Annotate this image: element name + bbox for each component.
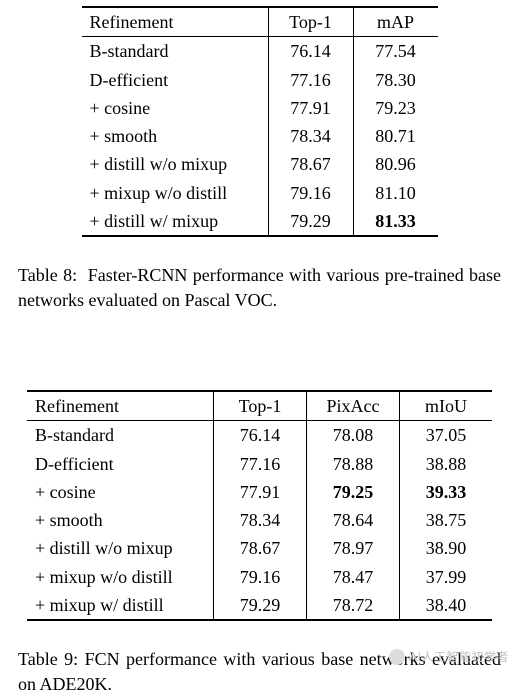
table-row: + distill w/o mixup 78.67 78.97 38.90 <box>27 534 492 562</box>
t9-cell-pixacc: 78.47 <box>307 563 400 591</box>
t9-header-pixacc: PixAcc <box>307 391 400 421</box>
t9-cell-label: D-efficient <box>27 450 214 478</box>
t8-cell-map: 81.10 <box>353 179 438 207</box>
t8-cell-label: + cosine <box>82 94 269 122</box>
t8-cell-map: 80.96 <box>353 150 438 178</box>
t8-cell-label: + distill w/ mixup <box>82 207 269 236</box>
table-row: + mixup w/o distill 79.16 78.47 37.99 <box>27 563 492 591</box>
t8-cell-label: + distill w/o mixup <box>82 150 269 178</box>
t8-cell-label: + smooth <box>82 122 269 150</box>
t8-header-map: mAP <box>353 7 438 37</box>
t9-cell-pixacc: 78.72 <box>307 591 400 620</box>
t9-cell-miou: 37.99 <box>400 563 493 591</box>
table-row: + mixup w/ distill 79.29 78.72 38.40 <box>27 591 492 620</box>
table-row: B-standard 76.14 77.54 <box>82 37 438 66</box>
t9-cell-top1: 78.67 <box>214 534 307 562</box>
t8-cell-label: + mixup w/o distill <box>82 179 269 207</box>
t9-cell-label: B-standard <box>27 421 214 450</box>
t9-cell-top1: 76.14 <box>214 421 307 450</box>
table-row: + smooth 78.34 80.71 <box>82 122 438 150</box>
t9-header-miou: mIoU <box>400 391 493 421</box>
watermark-text: AI人工智能初学者 <box>409 648 509 665</box>
t8-cell-map: 77.54 <box>353 37 438 66</box>
t9-cell-top1: 79.29 <box>214 591 307 620</box>
t8-cell-top1: 78.34 <box>268 122 353 150</box>
t9-cell-top1: 79.16 <box>214 563 307 591</box>
t8-cell-top1: 77.91 <box>268 94 353 122</box>
table-row: D-efficient 77.16 78.88 38.88 <box>27 450 492 478</box>
t9-cell-miou: 38.88 <box>400 450 493 478</box>
t9-cell-pixacc: 79.25 <box>307 478 400 506</box>
table-row: B-standard 76.14 78.08 37.05 <box>27 421 492 450</box>
t9-cell-pixacc: 78.64 <box>307 506 400 534</box>
t8-cell-label: B-standard <box>82 37 269 66</box>
table-row: D-efficient 77.16 78.30 <box>82 66 438 94</box>
t9-cell-miou: 38.75 <box>400 506 493 534</box>
t9-cell-pixacc: 78.97 <box>307 534 400 562</box>
caption-number: Table 8: <box>18 265 77 285</box>
table-8: Refinement Top-1 mAP B-standard 76.14 77… <box>82 6 438 237</box>
t9-cell-top1: 77.91 <box>214 478 307 506</box>
table-row: + cosine 77.91 79.25 39.33 <box>27 478 492 506</box>
t9-cell-miou: 39.33 <box>400 478 493 506</box>
t8-cell-top1: 79.29 <box>268 207 353 236</box>
t8-cell-map: 81.33 <box>353 207 438 236</box>
t9-header-refinement: Refinement <box>27 391 214 421</box>
caption-number: Table 9: <box>18 649 78 669</box>
watermark: AI人工智能初学者 <box>389 648 509 665</box>
table-row: + distill w/ mixup 79.29 81.33 <box>82 207 438 236</box>
t9-cell-pixacc: 78.88 <box>307 450 400 478</box>
t9-cell-miou: 38.40 <box>400 591 493 620</box>
t8-header-top1: Top-1 <box>268 7 353 37</box>
t9-cell-top1: 78.34 <box>214 506 307 534</box>
t9-cell-miou: 38.90 <box>400 534 493 562</box>
t9-cell-top1: 77.16 <box>214 450 307 478</box>
t9-cell-miou: 37.05 <box>400 421 493 450</box>
t8-cell-label: D-efficient <box>82 66 269 94</box>
table-row: + distill w/o mixup 78.67 80.96 <box>82 150 438 178</box>
t8-cell-map: 79.23 <box>353 94 438 122</box>
t9-cell-label: + mixup w/o distill <box>27 563 214 591</box>
table-9: Refinement Top-1 PixAcc mIoU B-standard … <box>27 390 492 621</box>
t9-cell-pixacc: 78.08 <box>307 421 400 450</box>
t8-cell-top1: 76.14 <box>268 37 353 66</box>
table-row: + mixup w/o distill 79.16 81.10 <box>82 179 438 207</box>
t8-cell-map: 80.71 <box>353 122 438 150</box>
t9-cell-label: + distill w/o mixup <box>27 534 214 562</box>
table-row: + cosine 77.91 79.23 <box>82 94 438 122</box>
t9-cell-label: + mixup w/ distill <box>27 591 214 620</box>
caption-text: Faster-RCNN performance with various pre… <box>18 265 501 309</box>
t8-cell-map: 78.30 <box>353 66 438 94</box>
t8-header-refinement: Refinement <box>82 7 269 37</box>
t8-cell-top1: 78.67 <box>268 150 353 178</box>
t9-header-top1: Top-1 <box>214 391 307 421</box>
watermark-logo-icon <box>389 649 405 665</box>
t9-cell-label: + smooth <box>27 506 214 534</box>
t8-cell-top1: 77.16 <box>268 66 353 94</box>
t9-cell-label: + cosine <box>27 478 214 506</box>
t8-cell-top1: 79.16 <box>268 179 353 207</box>
table-8-caption: Table 8: Faster-RCNN performance with va… <box>0 263 519 312</box>
table-row: + smooth 78.34 78.64 38.75 <box>27 506 492 534</box>
